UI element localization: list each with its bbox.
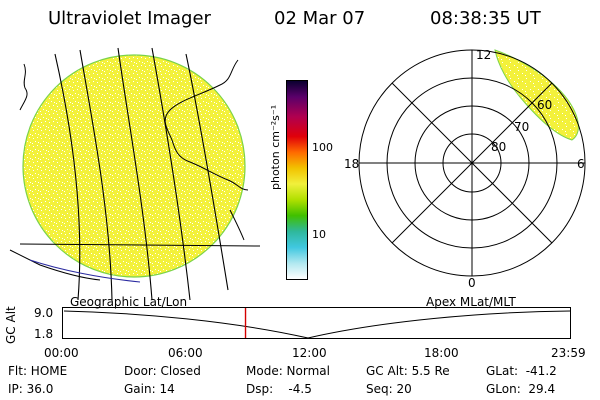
- colorbar-label: photon cm⁻²s⁻¹: [269, 104, 282, 190]
- status-mode: Mode: Normal: [246, 364, 330, 378]
- status-flt: Flt: HOME: [8, 364, 68, 378]
- lat-label-80: 80: [491, 140, 507, 154]
- altitude-left-title: Geographic Lat/Lon: [70, 295, 188, 309]
- mlt-label-18: 18: [344, 157, 360, 171]
- xtick-0600: 06:00: [168, 346, 203, 360]
- xtick-1800: 18:00: [424, 346, 459, 360]
- altitude-ytick-bottom: 1.8: [34, 327, 54, 341]
- xtick-2359: 23:59: [551, 346, 586, 360]
- mlt-label-12: 12: [476, 48, 492, 62]
- altitude-track: [62, 307, 571, 339]
- colorbar-tick-100: 100: [312, 141, 333, 154]
- altitude-axis-label: GC Alt: [4, 306, 18, 344]
- altitude-right-title: Apex MLat/MLT: [426, 295, 516, 309]
- lat-label-60: 60: [537, 98, 553, 112]
- time-label: 08:38:35 UT: [430, 8, 541, 29]
- coastlines: [9, 59, 249, 281]
- lat-label-70: 70: [514, 120, 530, 134]
- xtick-0000: 00:00: [44, 346, 79, 360]
- status-door: Door: Closed: [124, 364, 201, 378]
- geographic-image: [9, 47, 260, 300]
- polar-plot: [358, 49, 586, 277]
- status-glat: GLat: -41.2: [486, 364, 557, 378]
- status-ip: IP: 36.0: [8, 382, 54, 396]
- instrument-title: Ultraviolet Imager: [48, 8, 211, 29]
- date-label: 02 Mar 07: [274, 8, 366, 29]
- colorbar-tick-10: 10: [312, 228, 326, 241]
- status-gcalt: GC Alt: 5.5 Re: [366, 364, 450, 378]
- mlt-label-6: 6: [577, 157, 585, 171]
- status-seq: Seq: 20: [366, 382, 412, 396]
- altitude-ytick-top: 9.0: [34, 306, 54, 320]
- auroral-region: [494, 49, 579, 141]
- status-dsp: Dsp: -4.5: [246, 382, 312, 396]
- mlt-label-0: 0: [468, 276, 476, 290]
- meridians: [54, 47, 229, 300]
- colorbar: [286, 80, 308, 280]
- status-glon: GLon: 29.4: [486, 382, 556, 396]
- geo-disk: [22, 54, 246, 278]
- status-gain: Gain: 14: [124, 382, 175, 396]
- xtick-1200: 12:00: [292, 346, 327, 360]
